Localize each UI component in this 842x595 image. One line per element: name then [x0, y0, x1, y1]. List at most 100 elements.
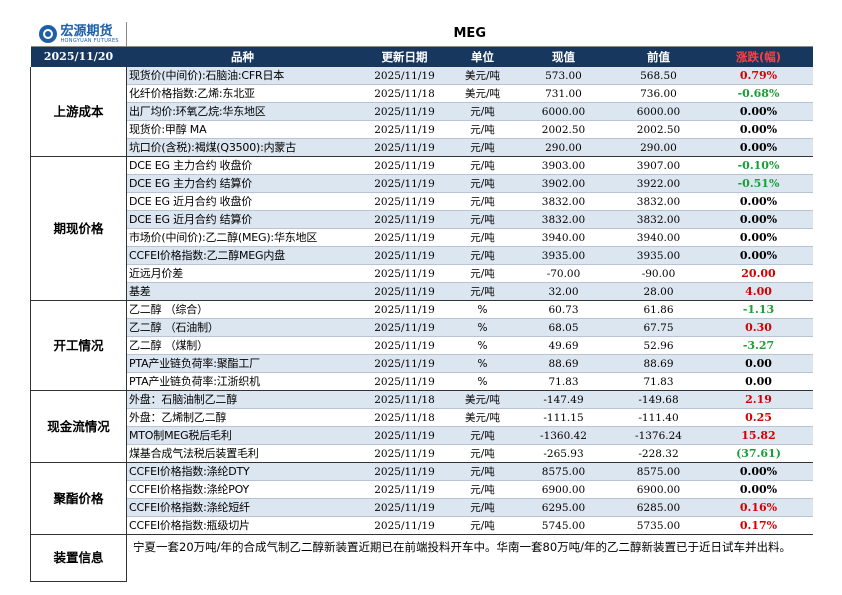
current-value: 6900.00 — [514, 480, 613, 499]
unit: % — [450, 336, 515, 355]
table-row: CCFEI价格指数:涤纶短纤 2025/11/19 元/吨 6295.00 6285.0… — [31, 498, 813, 517]
group-label: 开工情况 — [30, 300, 127, 391]
table-row: 乙二醇 （煤制） 2025/11/19% 49.69 52.96 -3.27 — [31, 336, 813, 355]
header-current: 现值 — [514, 46, 613, 67]
table-row: DCE EG 近月合约 收盘价 2025/11/19 元/吨 3832.00 3832.… — [31, 192, 813, 211]
change-value: 4.00 — [704, 282, 813, 301]
current-value: -1360.42 — [514, 426, 613, 445]
current-value: 573.00 — [514, 67, 613, 85]
unit: 元/吨 — [450, 156, 515, 175]
update-date: 2025/11/19 — [358, 462, 451, 481]
change-value: -3.27 — [704, 336, 813, 355]
change-value: 20.00 — [704, 264, 813, 283]
unit: 元/吨 — [450, 246, 515, 265]
update-date: 2025/11/19 — [358, 174, 451, 193]
unit: 元/吨 — [450, 426, 515, 445]
table-row: 基差 2025/11/19 元/吨 32.00 28.00 4.00 — [31, 282, 813, 301]
current-value: 6295.00 — [514, 498, 613, 517]
previous-value: 3832.00 — [612, 192, 705, 211]
current-value: 2002.50 — [514, 120, 613, 139]
header-prev: 前值 — [612, 46, 705, 67]
header-unit: 单位 — [450, 46, 515, 67]
unit: % — [450, 300, 515, 319]
previous-value: 3935.00 — [612, 246, 705, 265]
logo-cn-text: 宏源期货 — [60, 23, 113, 39]
table-row: 化纤价格指数:乙烯:东北亚 2025/11/18 美元/吨 731.00 736.00-… — [31, 84, 813, 103]
indicator-name: 坑口价(含税):褐煤(Q3500):内蒙古 — [126, 138, 359, 157]
update-date: 2025/11/19 — [358, 300, 451, 319]
current-value: 88.69 — [514, 354, 613, 373]
company-logo: 宏源期货 HONGYUAN FUTURES — [31, 22, 127, 46]
unit: 元/吨 — [450, 138, 515, 157]
update-date: 2025/11/19 — [358, 120, 451, 139]
change-value: 0.00% — [704, 192, 813, 211]
indicator-name: DCE EG 近月合约 收盘价 — [126, 192, 359, 211]
update-date: 2025/11/19 — [358, 480, 451, 499]
update-date: 2025/11/18 — [358, 390, 451, 409]
update-date: 2025/11/19 — [358, 444, 451, 463]
logo-cell: 宏源期货 HONGYUAN FUTURES — [30, 22, 127, 47]
unit: 元/吨 — [450, 102, 515, 121]
previous-value: -111.40 — [612, 408, 705, 427]
header-change: 涨跌(幅) — [704, 46, 813, 67]
table-row: 聚酯价格 CCFEI价格指数:涤纶DTY 2025/11/19 元/吨 8575.00 8… — [30, 462, 813, 535]
table-row: 乙二醇 （石油制） 2025/11/19% 68.05 67.75 0.30 — [31, 318, 813, 337]
update-date: 2025/11/19 — [358, 498, 451, 517]
table-row: CCFEI价格指数:瓶级切片 2025/11/19 元/吨 5745.00 5735.0… — [31, 516, 813, 535]
unit: 元/吨 — [450, 192, 515, 211]
previous-value: -149.68 — [612, 390, 705, 409]
update-date: 2025/11/19 — [358, 246, 451, 265]
previous-value: 3832.00 — [612, 210, 705, 229]
indicator-name: CCFEI价格指数:涤纶POY — [126, 480, 359, 499]
previous-value: 52.96 — [612, 336, 705, 355]
sheet-title: MEG — [126, 22, 813, 47]
previous-value: -1376.24 — [612, 426, 705, 445]
change-value: 0.00 — [704, 372, 813, 391]
header-update-date: 更新日期 — [358, 46, 451, 67]
group-label: 上游成本 — [30, 67, 127, 157]
change-value: 0.00% — [704, 138, 813, 157]
current-value: 49.69 — [514, 336, 613, 355]
current-value: 731.00 — [514, 84, 613, 103]
header-name: 品种 — [126, 46, 359, 67]
update-date: 2025/11/18 — [358, 84, 451, 103]
change-value: 0.16% — [704, 498, 813, 517]
unit: 元/吨 — [450, 462, 515, 481]
update-date: 2025/11/19 — [358, 210, 451, 229]
previous-value: 67.75 — [612, 318, 705, 337]
table-row: 坑口价(含税):褐煤(Q3500):内蒙古 2025/11/19 元/吨 290.00… — [31, 138, 813, 157]
change-value: 0.30 — [704, 318, 813, 337]
unit: 美元/吨 — [450, 390, 515, 409]
current-value: -70.00 — [514, 264, 613, 283]
indicator-name: DCE EG 近月合约 结算价 — [126, 210, 359, 229]
previous-value: 568.50 — [612, 67, 705, 85]
change-value: 0.17% — [704, 516, 813, 535]
table-row: 煤基合成气法税后装置毛利 2025/11/19 元/吨 -265.93 -228.32(… — [31, 444, 813, 463]
group-label: 装置信息 — [30, 534, 127, 582]
unit: 元/吨 — [450, 444, 515, 463]
indicator-name: MTO制MEG税后毛利 — [126, 426, 359, 445]
indicator-name: 外盘：石脑油制乙二醇 — [126, 390, 359, 409]
indicator-name: 近远月价差 — [126, 264, 359, 283]
current-value: -111.15 — [514, 408, 613, 427]
indicator-name: 乙二醇 （石油制） — [126, 318, 359, 337]
change-value: 0.79% — [704, 67, 813, 85]
current-value: 6000.00 — [514, 102, 613, 121]
previous-value: 5735.00 — [612, 516, 705, 535]
change-value: 0.00% — [704, 480, 813, 499]
table-row: 上游成本 现货价(中间价):石脑油:CFR日本 2025/11/19 美元/吨 573.… — [30, 67, 813, 157]
change-value: 0.00% — [704, 246, 813, 265]
current-value: 8575.00 — [514, 462, 613, 481]
change-value: -0.68% — [704, 84, 813, 103]
table-row: CCFEI价格指数:涤纶POY 2025/11/19 元/吨 6900.00 6900.… — [31, 480, 813, 499]
indicator-name: CCFEI价格指数:乙二醇MEG内盘 — [126, 246, 359, 265]
table-row: CCFEI价格指数:乙二醇MEG内盘 2025/11/19 元/吨 3935.00 39… — [31, 246, 813, 265]
change-value: -1.13 — [704, 300, 813, 319]
indicator-name: PTA产业链负荷率:聚酯工厂 — [126, 354, 359, 373]
table-row: 近远月价差 2025/11/19 元/吨 -70.00 -90.00 20.00 — [31, 264, 813, 283]
change-value: 15.82 — [704, 426, 813, 445]
indicator-name: CCFEI价格指数:瓶级切片 — [126, 516, 359, 535]
current-value: -147.49 — [514, 390, 613, 409]
previous-value: 6000.00 — [612, 102, 705, 121]
unit: 元/吨 — [450, 480, 515, 499]
